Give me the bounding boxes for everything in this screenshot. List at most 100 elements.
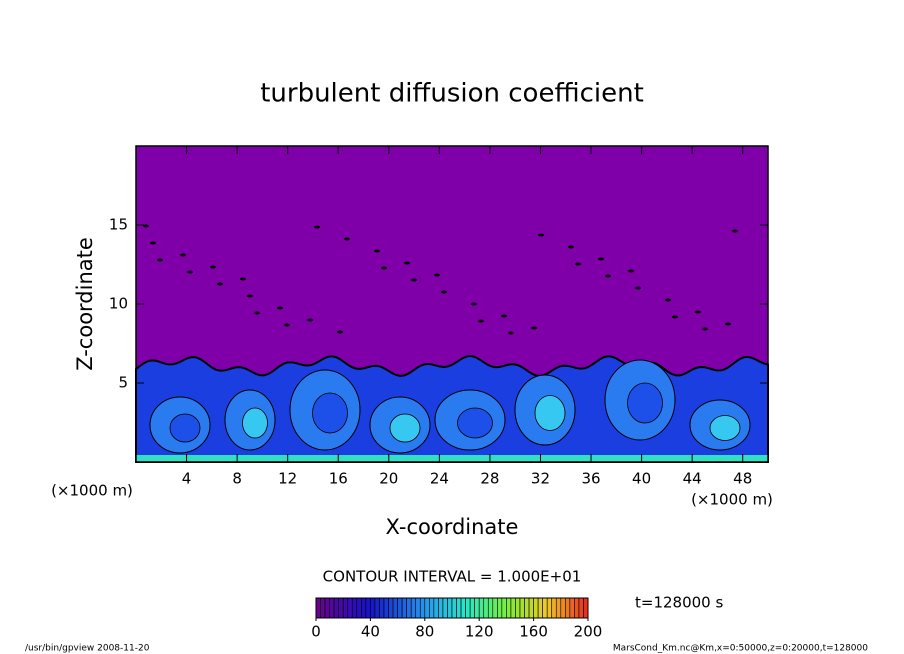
colorbar-cell xyxy=(388,597,394,619)
x-tick-label: 24 xyxy=(430,470,449,488)
y-tick-label: 10 xyxy=(109,295,128,313)
eddy-core xyxy=(389,413,421,443)
colorbar-cell xyxy=(501,597,507,619)
colorbar-cell xyxy=(442,597,448,619)
speck xyxy=(575,262,581,266)
y-unit: (×1000 m) xyxy=(51,482,133,500)
colorbar-cell xyxy=(510,597,516,619)
speck xyxy=(381,266,387,270)
speck xyxy=(478,319,484,323)
colorbar-cell xyxy=(433,597,439,619)
x-tick-label: 20 xyxy=(379,470,398,488)
eddy-core xyxy=(312,392,348,434)
footer-left: /usr/bin/gpview 2008-11-20 xyxy=(25,644,150,654)
colorbar-cell xyxy=(397,597,403,619)
colorbar-cell xyxy=(338,597,344,619)
colorbar-cell xyxy=(515,597,521,619)
speck xyxy=(695,310,701,314)
speck xyxy=(605,274,611,278)
colorbar-cell xyxy=(410,597,417,619)
speck xyxy=(598,257,604,261)
speck xyxy=(538,233,544,237)
colorbar-cell xyxy=(320,597,326,619)
x-tick-label: 48 xyxy=(733,470,752,488)
speck xyxy=(434,273,440,277)
speck xyxy=(568,245,574,249)
footer-right: MarsCond_Km.nc@Km,x=0:50000,z=0:20000,t=… xyxy=(613,644,868,654)
colorbar-cell xyxy=(560,597,566,619)
colorbar-tick-label: 40 xyxy=(361,623,380,641)
time-label: t=128000 s xyxy=(635,594,723,612)
x-tick-label: 40 xyxy=(632,470,651,488)
colorbar-cell xyxy=(424,597,430,619)
colorbar-tick-label: 200 xyxy=(574,623,603,641)
colorbar-cell xyxy=(524,597,530,619)
colorbar: 0 40 80 120 160 200 xyxy=(311,597,603,641)
colorbar-cell xyxy=(497,597,503,619)
colorbar-cell xyxy=(483,597,489,619)
colorbar-cell xyxy=(460,597,466,619)
speck xyxy=(702,327,708,331)
speck xyxy=(635,286,641,290)
speck xyxy=(180,253,186,257)
colorbar-cell xyxy=(324,597,330,619)
colorbar-cell xyxy=(469,597,475,619)
x-tick-label: 44 xyxy=(683,470,702,488)
colorbar-tick-label: 120 xyxy=(465,623,494,641)
eddy-core xyxy=(242,407,268,439)
speck xyxy=(508,331,514,335)
colorbar-cell xyxy=(578,597,584,619)
colorbar-cell xyxy=(465,597,471,619)
colorbar-cell xyxy=(365,597,371,619)
colorbar-cell xyxy=(361,597,367,619)
x-unit: (×1000 m) xyxy=(691,491,773,509)
speck xyxy=(672,315,678,319)
colorbar-cell xyxy=(415,597,421,619)
colorbar-cell xyxy=(546,597,553,619)
speck xyxy=(725,322,731,326)
y-axis-label: Z-coordinate xyxy=(73,237,97,371)
x-tick-label: 32 xyxy=(531,470,550,488)
eddy-core xyxy=(627,382,663,424)
colorbar-cell xyxy=(447,597,453,619)
x-tick-label: 12 xyxy=(278,470,297,488)
speck xyxy=(217,282,223,286)
colorbar-cell xyxy=(356,597,362,619)
colorbar-cell xyxy=(555,597,562,619)
speck xyxy=(732,229,738,233)
colorbar-cell xyxy=(333,597,339,619)
speck xyxy=(374,249,380,253)
colorbar-cell xyxy=(438,597,444,619)
x-tick-label: 8 xyxy=(232,470,242,488)
y-tick-label: 15 xyxy=(109,216,128,234)
colorbar-cell xyxy=(342,597,349,619)
colorbar-cell xyxy=(574,597,580,619)
colorbar-cell xyxy=(565,597,571,619)
colorbar-cell xyxy=(492,597,498,619)
colorbar-cell xyxy=(542,597,548,619)
surface-layer xyxy=(136,455,768,462)
chart-title: turbulent diffusion coefficient xyxy=(260,79,644,109)
speck xyxy=(404,261,410,265)
colorbar-cell xyxy=(429,597,435,619)
colorbar-cell xyxy=(419,597,426,619)
colorbar-cell xyxy=(537,597,543,619)
colorbar-cell xyxy=(379,597,385,619)
speck xyxy=(210,265,216,269)
colorbar-cell xyxy=(506,597,512,619)
speck xyxy=(247,294,253,298)
eddy-core xyxy=(457,407,493,439)
contour-interval: CONTOUR INTERVAL = 1.000E+01 xyxy=(323,568,582,586)
speck xyxy=(187,270,193,274)
colorbar-cell xyxy=(347,597,353,619)
colorbar-cell xyxy=(392,597,398,619)
colorbar-cell xyxy=(474,597,480,619)
eddy-core xyxy=(534,395,566,431)
colorbar-cell xyxy=(315,597,321,619)
colorbar-cell xyxy=(569,597,575,619)
eddy-core xyxy=(709,415,741,441)
x-tick-label: 16 xyxy=(329,470,348,488)
speck xyxy=(314,225,320,229)
speck xyxy=(157,258,163,262)
speck xyxy=(284,323,290,327)
